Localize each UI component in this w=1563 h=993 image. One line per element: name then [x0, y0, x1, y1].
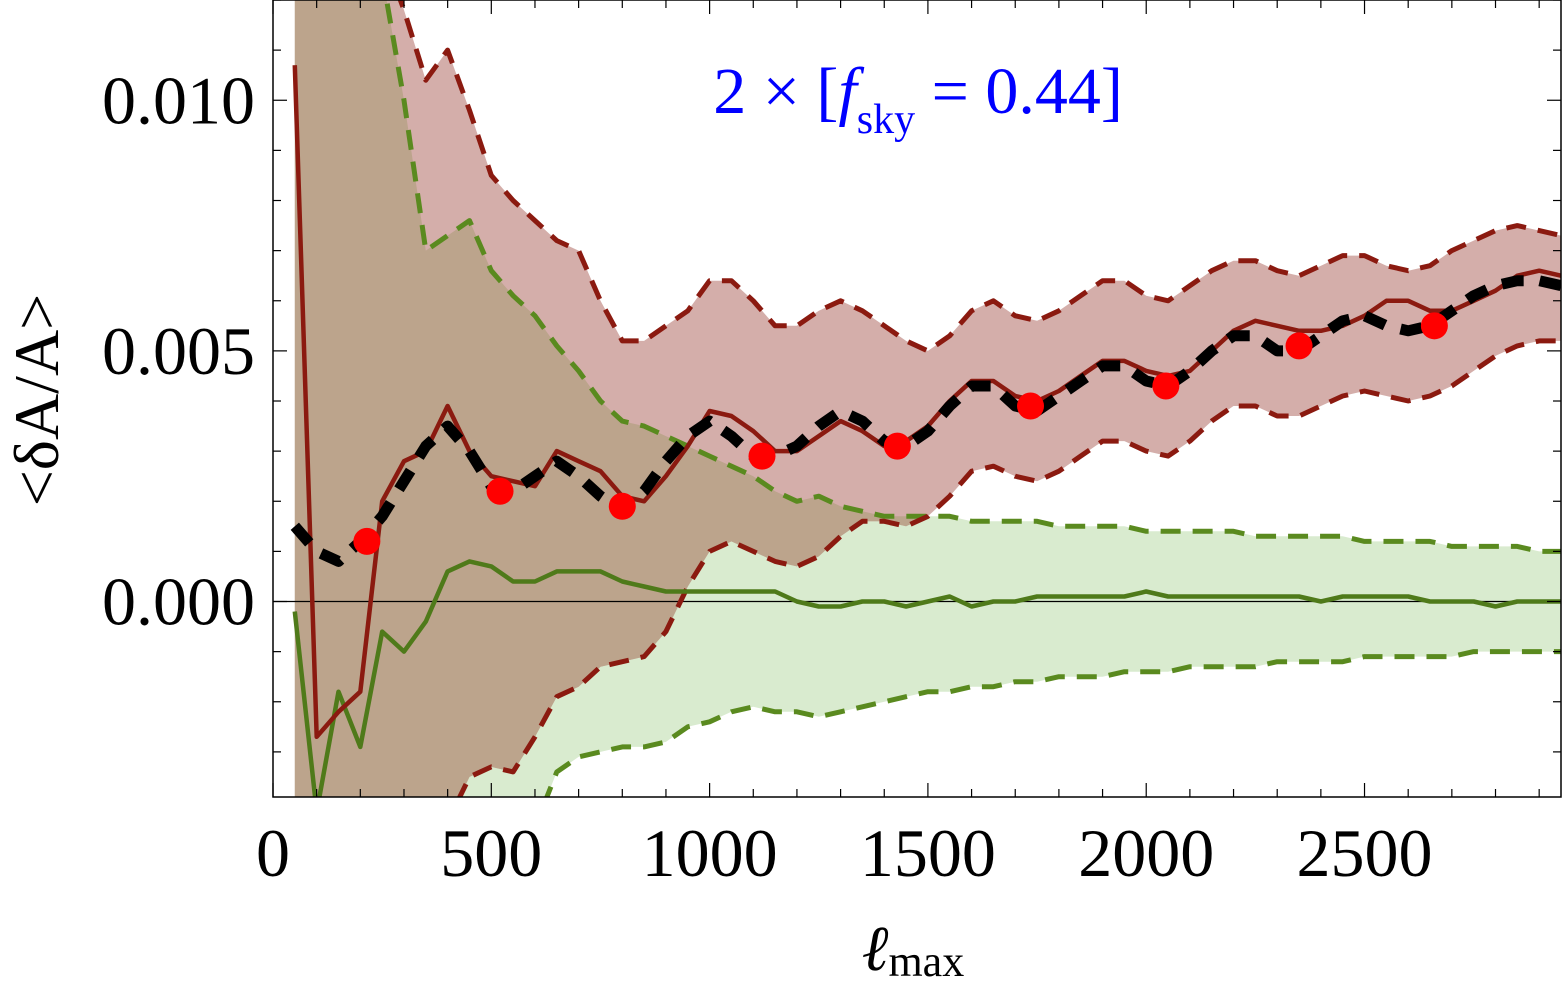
- x-axis-label-sub: max: [888, 937, 964, 986]
- green-lower-dashed-line: [544, 649, 1561, 797]
- data-point: [353, 527, 381, 555]
- x-tick-label: 500: [440, 815, 542, 891]
- plot-frame: [272, 0, 1562, 798]
- title-suffix: = 0.44]: [915, 55, 1123, 128]
- title-prefix: 2 × [: [713, 55, 838, 128]
- axis-ticks: [272, 0, 1561, 797]
- x-axis-label: ℓmax: [862, 913, 964, 986]
- data-points: [353, 312, 1448, 555]
- x-tick-label: 1500: [860, 815, 996, 891]
- x-tick-label: 1000: [642, 815, 778, 891]
- red-lower-dashed-line: [456, 338, 1561, 797]
- data-point: [1017, 392, 1045, 420]
- y-tick-label: 0.005: [102, 313, 255, 389]
- data-point: [1285, 332, 1313, 360]
- y-tick-label: 0.000: [102, 564, 255, 640]
- red-upper-dashed-line: [397, 0, 1561, 354]
- data-point: [748, 442, 776, 470]
- data-point: [486, 477, 514, 505]
- x-tick-label: 2500: [1297, 815, 1433, 891]
- x-tick-label: 0: [256, 815, 290, 891]
- data-point: [1420, 312, 1448, 340]
- data-point: [608, 492, 636, 520]
- data-point: [883, 432, 911, 460]
- title-sub: sky: [857, 97, 915, 143]
- tick-labels: 0 500 1000 1500 2000 2500 0.000 0.005 0.010: [102, 62, 1433, 891]
- data-point: [1152, 372, 1180, 400]
- green-solid-line: [292, 559, 1561, 797]
- x-tick-label: 2000: [1078, 815, 1214, 891]
- y-tick-label: 0.010: [102, 62, 255, 138]
- x-axis-label-main: ℓ: [862, 913, 889, 984]
- y-axis-label: <δA/A>: [1, 294, 72, 507]
